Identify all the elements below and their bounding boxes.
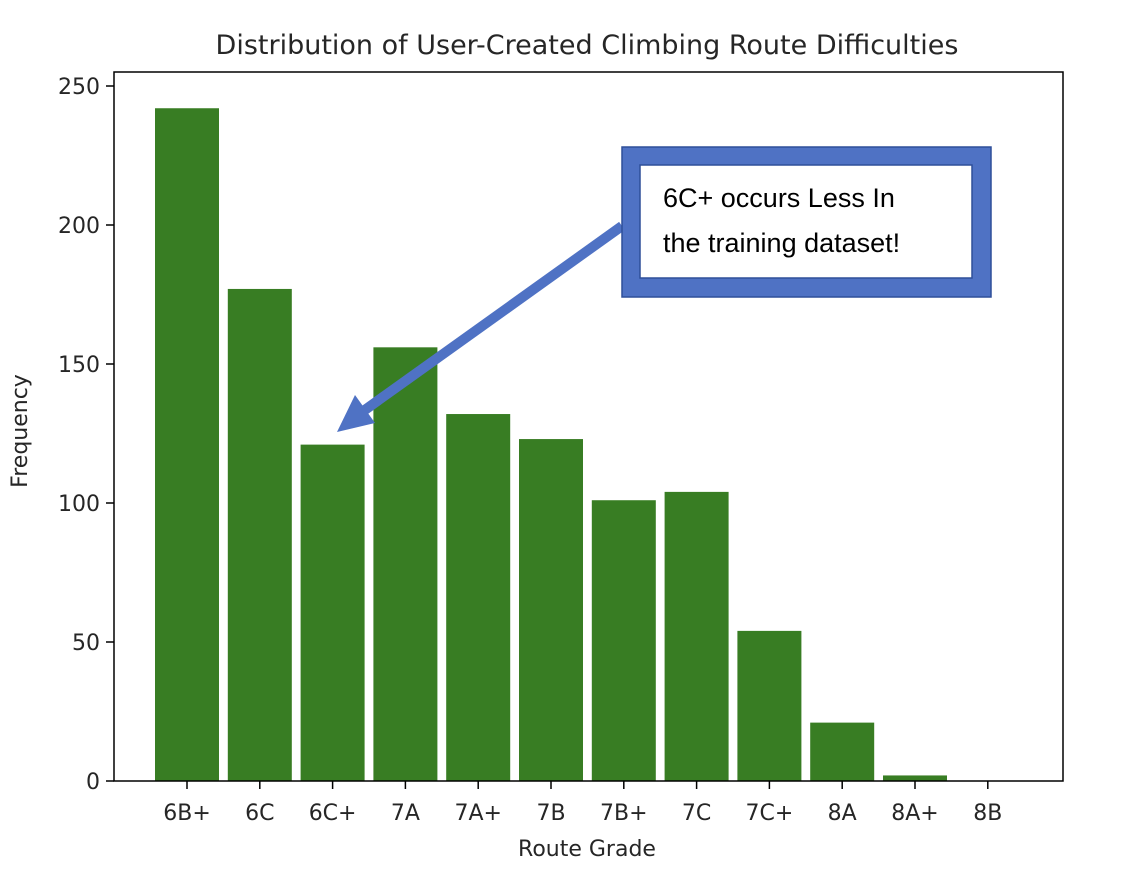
y-axis-label: Frequency xyxy=(8,374,33,488)
bar-7C xyxy=(664,491,729,781)
y-axis: 0 50 100 150 200 250 xyxy=(58,75,114,795)
x-tick-label-7A: 7A xyxy=(391,801,420,826)
bar-7A+ xyxy=(446,414,511,781)
y-tick-label-250: 250 xyxy=(58,75,100,100)
bar-6B+ xyxy=(155,108,219,782)
annotation-line-2: the training dataset! xyxy=(663,228,900,258)
y-tick-label-200: 200 xyxy=(58,214,100,239)
bars-group xyxy=(155,108,947,782)
x-tick-label-7C+: 7C+ xyxy=(746,801,794,826)
x-tick-label-7C: 7C xyxy=(682,801,711,826)
x-axis: 6B+ 6C 6C+ 7A 7A+ 7B 7B+ 7C 7C+ 8A 8A+ 8B xyxy=(163,781,1002,826)
annotation-box xyxy=(639,164,973,279)
x-tick-label-7A+: 7A+ xyxy=(454,801,501,826)
annotation-callout: 6C+ occurs Less In the training dataset! xyxy=(337,146,992,432)
y-tick-label-100: 100 xyxy=(58,492,100,517)
bar-6C xyxy=(227,288,292,781)
bar-8A xyxy=(810,722,875,781)
x-tick-label-8B: 8B xyxy=(973,801,1002,826)
bar-7B xyxy=(519,439,583,781)
bar-8A+ xyxy=(883,775,947,781)
x-tick-label-6B+: 6B+ xyxy=(163,801,211,826)
x-tick-label-8A+: 8A+ xyxy=(891,801,938,826)
y-tick-label-0: 0 xyxy=(86,770,100,795)
x-tick-label-7B+: 7B+ xyxy=(600,801,648,826)
bar-6C+ xyxy=(300,444,365,781)
x-tick-label-7B: 7B xyxy=(536,801,565,826)
annotation-arrow-head xyxy=(337,395,375,432)
bar-7A xyxy=(373,347,438,781)
annotation-arrow-shaft xyxy=(359,221,625,417)
bar-7B+ xyxy=(591,500,656,781)
plot-frame xyxy=(113,71,1064,782)
x-tick-label-6C: 6C xyxy=(245,801,274,826)
y-tick-label-50: 50 xyxy=(72,631,100,656)
bar-7C+ xyxy=(737,630,802,781)
x-axis-label: Route Grade xyxy=(518,837,656,862)
annotation-line-1: 6C+ occurs Less In xyxy=(663,183,895,213)
x-tick-label-6C+: 6C+ xyxy=(309,801,357,826)
chart-title: Distribution of User-Created Climbing Ro… xyxy=(216,30,959,61)
y-tick-label-150: 150 xyxy=(58,353,100,378)
x-tick-label-8A: 8A xyxy=(828,801,857,826)
